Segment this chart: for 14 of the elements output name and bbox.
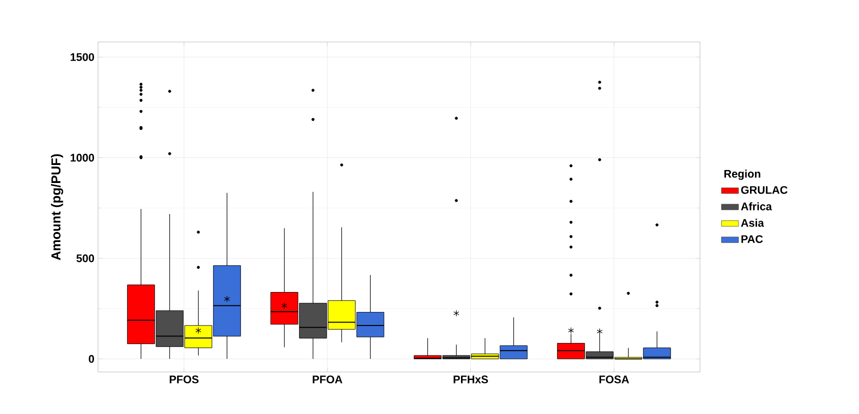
- legend-label: Asia: [740, 218, 764, 227]
- x-tick-label: PFHxS: [454, 376, 488, 384]
- legend-label: Africa: [740, 202, 772, 210]
- legend-label: GRULAC: [741, 186, 788, 194]
- x-tick-label: PFOS: [170, 376, 199, 384]
- y-tick-label: 1500: [70, 53, 94, 61]
- legend-title: Region: [724, 170, 760, 180]
- y-tick-label: 500: [76, 254, 94, 262]
- y-tick-label: 1000: [70, 154, 94, 162]
- legend-label: PAC: [741, 235, 763, 243]
- x-tick-label: PFOA: [312, 376, 342, 384]
- y-axis-title: Amount (pg/PUF): [50, 154, 64, 260]
- x-tick-label: FOSA: [599, 376, 629, 384]
- y-tick-label: 0: [88, 355, 94, 363]
